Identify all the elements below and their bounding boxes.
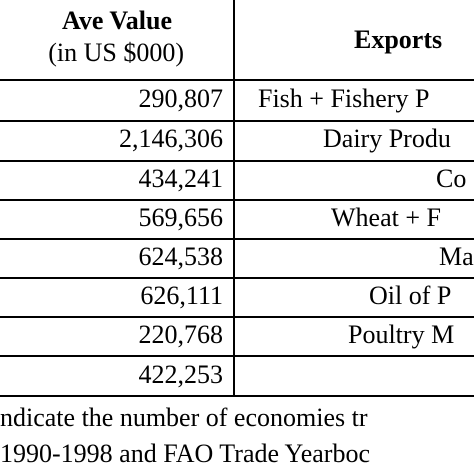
row-divider [0,238,474,240]
row-value: 422,253 [138,360,224,389]
row-export: Ma [439,242,474,271]
row-value: 434,241 [138,164,224,193]
header-value-unit: (in US $000) [48,38,184,67]
row-value: 569,656 [138,203,224,232]
row-value: 220,768 [138,320,224,349]
row-export: Co [436,164,467,193]
exports-table: Ave Value (in US $000) Exports 290,807 F… [0,0,474,397]
row-export: Wheat + F [331,203,441,232]
row-divider [0,120,474,122]
table-bottom-border [0,395,474,397]
row-divider [0,199,474,201]
header-exports-title: Exports [354,25,443,54]
row-divider [0,355,474,357]
row-divider [0,316,474,318]
row-export: Fish + Fishery P [258,84,430,113]
row-export: Poultry M [348,320,455,349]
table-header-divider [0,79,474,81]
row-value: 2,146,306 [119,124,223,153]
table-note-line-1: ndicate the number of economies tr [0,403,368,432]
row-divider [0,277,474,279]
header-value-title: Ave Value [61,6,172,35]
column-divider [233,0,235,397]
row-value: 626,111 [140,281,223,310]
row-export: Dairy Produ [323,124,451,153]
row-export: Oil of P [369,281,452,310]
table-note-line-2: 1990-1998 and FAO Trade Yearboc [0,439,371,468]
row-value: 290,807 [138,84,224,113]
row-divider [0,160,474,162]
row-value: 624,538 [138,242,224,271]
